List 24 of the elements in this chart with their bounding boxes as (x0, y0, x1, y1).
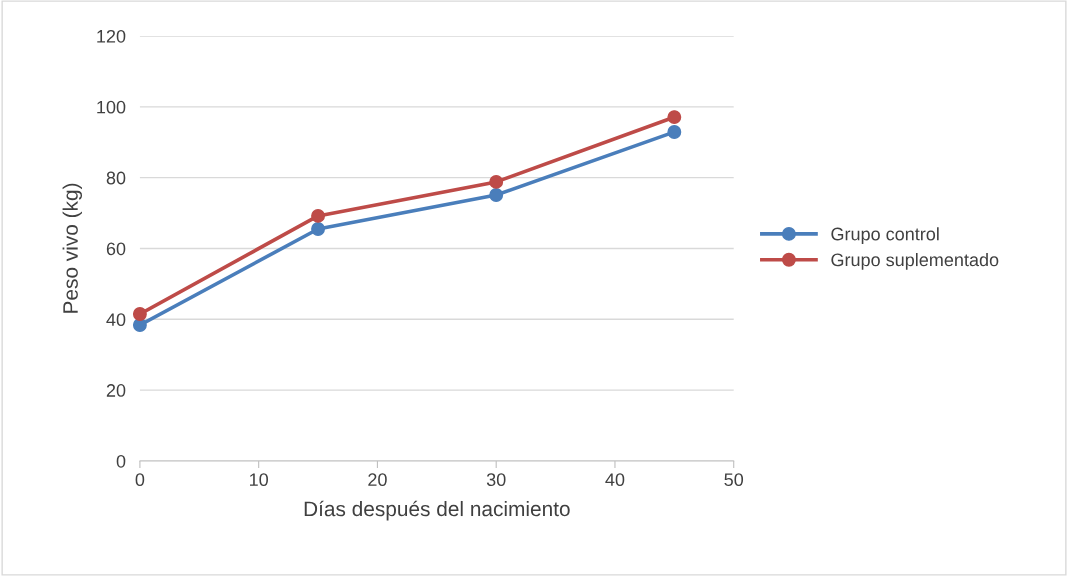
y-tick-label: 120 (97, 29, 126, 43)
x-tick-label: 20 (368, 473, 387, 487)
point (311, 222, 325, 236)
x-tick-label: 30 (486, 473, 506, 487)
point (311, 208, 325, 223)
point (132, 307, 147, 321)
x-axis-title: Días después del nacimiento (304, 500, 570, 521)
x-tick-label: 50 (724, 473, 744, 487)
legend-label: Grupo suplementado (831, 253, 999, 270)
point (667, 110, 682, 125)
legend-label: Grupo control (831, 227, 939, 244)
x-tick-label: 40 (605, 473, 625, 487)
y-tick-label: 0 (116, 454, 126, 468)
y-tick-label: 100 (97, 100, 126, 114)
point (489, 174, 504, 189)
y-axis-title: Peso vivo (kg) (62, 183, 83, 313)
y-tick-label: 80 (106, 171, 126, 185)
x-tick-label: 10 (250, 473, 269, 487)
y-tick-label: 60 (106, 242, 126, 256)
point (489, 188, 504, 202)
y-tick-label: 20 (106, 384, 126, 397)
x-tick-label: 0 (135, 473, 145, 487)
y-tick-label: 40 (106, 313, 126, 327)
point (667, 125, 682, 139)
